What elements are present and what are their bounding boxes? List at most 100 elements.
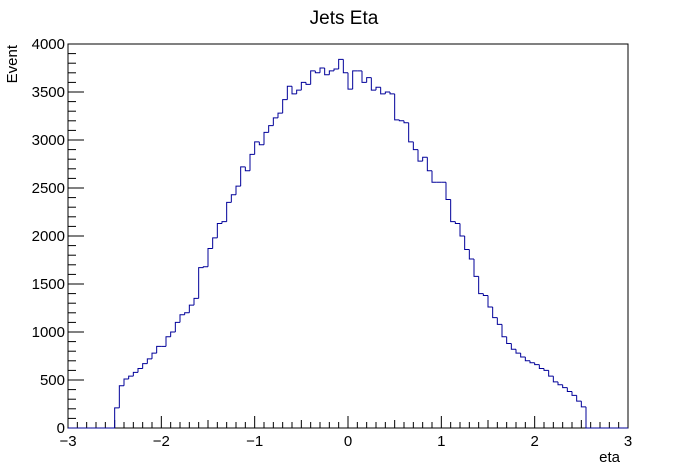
histogram-bin (520, 353, 526, 358)
x-tick-label: 1 (437, 433, 445, 450)
histogram-bin (403, 120, 409, 124)
histogram-bin (338, 58, 344, 69)
histogram-bin (398, 119, 404, 122)
histogram-bin (585, 406, 591, 429)
histogram-bin (445, 182, 451, 201)
histogram-bin (510, 343, 516, 350)
y-tick-label: 2500 (32, 180, 65, 197)
histogram-bin (300, 81, 306, 91)
histogram-bin (576, 395, 582, 402)
histogram-bin (314, 70, 320, 74)
histogram-bin (254, 141, 260, 155)
histogram-bin (543, 368, 549, 371)
histogram-bin (468, 249, 474, 260)
histogram-bin (282, 99, 288, 114)
histogram-bin (310, 70, 316, 85)
histogram-bin (571, 391, 577, 396)
histogram-bin (226, 201, 232, 222)
histogram-bin (426, 157, 432, 172)
histogram-bin (473, 259, 479, 277)
histogram-bin (431, 170, 437, 183)
histogram-bin (548, 370, 554, 377)
histogram-bin (501, 324, 507, 338)
histogram-bin (496, 317, 502, 325)
histogram-bin (538, 364, 544, 369)
histogram-bin (333, 68, 339, 71)
y-tick-label: 3500 (32, 84, 65, 101)
histogram-bin (394, 93, 400, 121)
histogram-bin (450, 199, 456, 223)
histogram-bin (188, 304, 194, 313)
histogram-bin (389, 92, 395, 95)
x-tick-label: −3 (59, 433, 76, 450)
histogram-bin (529, 360, 535, 364)
histogram-bin (515, 349, 521, 354)
y-axis-label: Event (4, 44, 21, 83)
histogram-bin (417, 149, 423, 162)
histogram-bin (562, 384, 568, 389)
histogram-bin (296, 89, 302, 94)
histogram-bin (524, 356, 530, 362)
histogram-bin (487, 295, 493, 308)
y-tick-label: 1000 (32, 324, 65, 341)
histogram-bin (230, 194, 236, 203)
histogram-bin (249, 153, 255, 171)
histogram-bin (580, 401, 586, 408)
histogram-bin (412, 141, 418, 151)
x-tick-label: −2 (153, 433, 170, 450)
histogram-bin (240, 166, 246, 187)
x-tick-label: 2 (530, 433, 538, 450)
histogram-bin (151, 352, 157, 359)
histogram-bin (207, 247, 213, 267)
histogram-bin (142, 363, 148, 369)
histogram-bin (198, 267, 204, 299)
histogram-bin (557, 381, 563, 386)
histogram-bin (221, 221, 227, 224)
histogram-bin (324, 68, 330, 76)
histogram-bin (193, 297, 199, 306)
y-tick-label: 4000 (32, 36, 65, 53)
histogram-bin (212, 237, 218, 249)
histogram-bin (454, 221, 460, 225)
x-tick-label: −1 (246, 433, 263, 450)
x-tick-label: 0 (344, 433, 352, 450)
histogram-bin (361, 70, 367, 83)
histogram-bin (342, 59, 348, 74)
histogram-bin (506, 336, 512, 345)
histogram-bin (375, 86, 381, 91)
histogram-bin (156, 345, 162, 354)
histogram-bin (137, 367, 143, 373)
histogram-bin (291, 86, 297, 95)
histogram-bin (286, 85, 292, 100)
histogram-bin (482, 293, 488, 297)
histogram-bin (552, 376, 558, 383)
histogram-bin (328, 70, 334, 75)
chart-title: Jets Eta (310, 8, 379, 29)
histogram-bin (179, 314, 185, 323)
histogram-bin (370, 77, 376, 91)
histogram-bin (174, 321, 180, 332)
y-tick-label: 2000 (32, 228, 65, 245)
histogram-bin (268, 125, 274, 133)
histogram-bin (422, 156, 428, 162)
histogram-bin (165, 336, 171, 347)
histogram-bin (464, 236, 470, 250)
histogram-bin (408, 122, 414, 143)
histogram-bin (258, 141, 264, 146)
x-tick-label: 3 (624, 433, 632, 450)
histogram-bin (216, 223, 222, 238)
histogram-bin (170, 331, 176, 337)
histogram-bin (492, 307, 498, 319)
histogram-bin (366, 77, 372, 83)
y-tick-label: 3000 (32, 132, 65, 149)
histogram-bin (347, 72, 353, 90)
histogram-bin (566, 387, 572, 393)
histogram-bin (146, 358, 152, 364)
histogram-bin (202, 266, 208, 268)
histogram-bin (128, 375, 134, 380)
y-tick-label: 500 (40, 372, 65, 389)
histogram-bin (123, 378, 129, 386)
x-axis-label: eta (599, 449, 621, 466)
histogram-bin (235, 185, 241, 195)
